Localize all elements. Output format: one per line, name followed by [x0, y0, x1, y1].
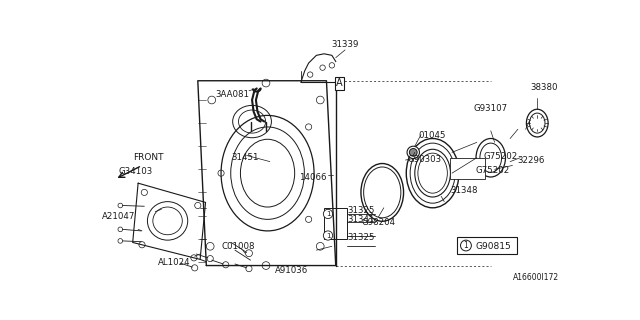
Text: 31348: 31348	[451, 186, 478, 195]
Text: 31339: 31339	[332, 40, 359, 49]
Text: A21047: A21047	[102, 212, 135, 221]
Text: 14066: 14066	[299, 173, 326, 182]
Text: 31325: 31325	[348, 206, 375, 215]
Text: A: A	[336, 78, 343, 88]
Text: 01045: 01045	[419, 131, 446, 140]
Text: 31325: 31325	[348, 233, 375, 242]
Text: 38380: 38380	[531, 83, 558, 92]
FancyBboxPatch shape	[451, 158, 485, 179]
Text: G98204: G98204	[362, 218, 396, 227]
Circle shape	[407, 146, 419, 158]
Text: G75202: G75202	[483, 152, 517, 161]
Text: G75202: G75202	[476, 166, 509, 175]
Text: 31341: 31341	[348, 215, 375, 224]
Text: G93107: G93107	[474, 104, 508, 113]
Text: A16600I172: A16600I172	[513, 273, 559, 282]
Circle shape	[461, 240, 472, 251]
Text: C01008: C01008	[222, 243, 255, 252]
Text: G90815: G90815	[476, 242, 511, 251]
Circle shape	[410, 148, 417, 156]
Circle shape	[323, 209, 333, 219]
Text: 32296: 32296	[517, 156, 545, 165]
FancyBboxPatch shape	[457, 237, 517, 254]
FancyBboxPatch shape	[324, 208, 348, 239]
Text: A91036: A91036	[275, 266, 308, 275]
Text: FRONT: FRONT	[132, 153, 163, 162]
Text: 31451: 31451	[231, 153, 259, 162]
Text: G90303: G90303	[408, 156, 442, 164]
Text: 1: 1	[326, 211, 330, 217]
Text: 3AA081: 3AA081	[216, 90, 250, 99]
Text: 1: 1	[326, 233, 330, 238]
Text: AL1024: AL1024	[157, 258, 190, 267]
Text: G34103: G34103	[119, 167, 153, 176]
Circle shape	[323, 231, 333, 240]
Text: 1: 1	[463, 241, 468, 250]
